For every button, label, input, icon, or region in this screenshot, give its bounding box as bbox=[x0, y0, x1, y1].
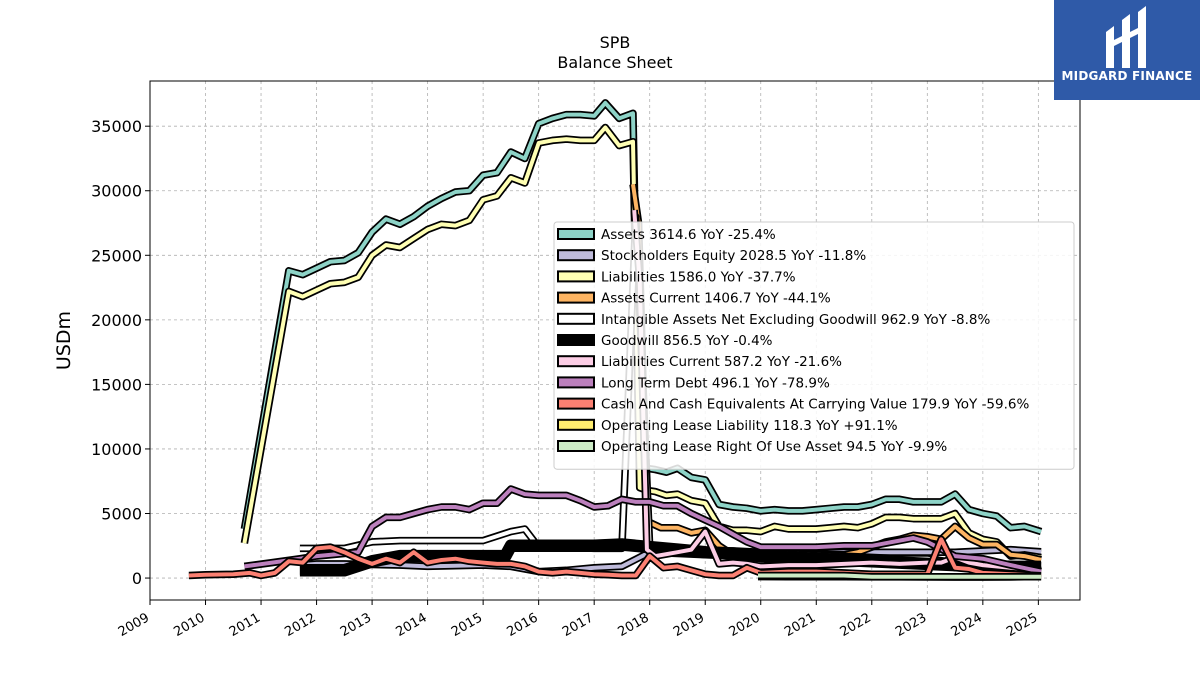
x-tick-label: 2019 bbox=[671, 610, 707, 640]
legend-swatch bbox=[557, 376, 595, 389]
y-tick-label: 30000 bbox=[91, 182, 142, 201]
y-tick-label: 25000 bbox=[91, 246, 142, 265]
y-tick-label: 20000 bbox=[91, 311, 142, 330]
x-tick-label: 2010 bbox=[171, 610, 207, 640]
x-tick-label: 2018 bbox=[616, 610, 652, 640]
legend-swatch bbox=[557, 355, 595, 368]
legend-label: Assets 3614.6 YoY -25.4% bbox=[601, 227, 776, 243]
y-tick-label: 10000 bbox=[91, 440, 142, 459]
x-tick-label: 2016 bbox=[504, 610, 540, 640]
x-tick-label: 2009 bbox=[116, 610, 152, 640]
legend-swatch bbox=[557, 440, 595, 452]
plot-frame bbox=[149, 80, 1081, 601]
x-tick-label: 2021 bbox=[782, 610, 818, 640]
chart-subtitle: Balance Sheet bbox=[557, 53, 672, 72]
y-tick-label: 0 bbox=[132, 569, 142, 588]
legend-box bbox=[553, 221, 1075, 470]
x-tick-label: 2015 bbox=[449, 610, 485, 640]
legend-swatch bbox=[557, 249, 595, 262]
legend-label: Intangible Assets Net Excluding Goodwill… bbox=[601, 312, 991, 328]
legend-label: Assets Current 1406.7 YoY -44.1% bbox=[601, 291, 831, 307]
x-tick-label: 2025 bbox=[1004, 610, 1040, 640]
x-tick-label: 2011 bbox=[227, 610, 263, 640]
x-tick-label: 2014 bbox=[393, 610, 429, 640]
legend-label: Operating Lease Right Of Use Asset 94.5 … bbox=[601, 439, 947, 455]
y-tick-label: 15000 bbox=[91, 375, 142, 394]
legend-label: Cash And Cash Equivalents At Carrying Va… bbox=[601, 397, 1029, 413]
chart-title: SPB bbox=[600, 33, 631, 52]
x-tick-label: 2012 bbox=[282, 610, 318, 640]
legend-label: Goodwill 856.5 YoY -0.4% bbox=[601, 333, 773, 349]
legend-swatch bbox=[557, 334, 595, 346]
x-tick-label: 2024 bbox=[949, 610, 985, 640]
y-axis-label: USDm bbox=[53, 311, 75, 370]
legend-label: Long Term Debt 496.1 YoY -78.9% bbox=[601, 375, 830, 391]
legend: Assets 3614.6 YoY -25.4% Stockholders Equ… bbox=[553, 221, 1075, 470]
x-tick-label: 2020 bbox=[727, 610, 763, 640]
legend-label: Liabilities 1586.0 YoY -37.7% bbox=[601, 269, 796, 285]
y-tick-label: 5000 bbox=[101, 505, 142, 524]
legend-swatch bbox=[557, 270, 595, 283]
series-line bbox=[244, 487, 1042, 574]
legend-label: Operating Lease Liability 118.3 YoY +91.… bbox=[601, 418, 898, 434]
series-line bbox=[242, 125, 1042, 560]
series-line bbox=[758, 573, 1042, 579]
midgard-finance-logo: MIDGARD FINANCE bbox=[1054, 0, 1200, 100]
logo-text: MIDGARD FINANCE bbox=[1061, 69, 1193, 83]
x-tick-label: 2023 bbox=[893, 610, 929, 640]
logo-icon bbox=[1106, 6, 1146, 68]
legend-label: Stockholders Equity 2028.5 YoY -11.8% bbox=[601, 248, 866, 264]
x-tick-label: 2013 bbox=[338, 610, 374, 640]
legend-swatch bbox=[557, 312, 595, 325]
legend-swatch bbox=[557, 418, 595, 431]
legend-swatch bbox=[557, 397, 595, 410]
y-tick-label: 35000 bbox=[91, 117, 142, 136]
legend-swatch bbox=[557, 291, 595, 304]
x-tick-label: 2017 bbox=[560, 610, 596, 640]
legend-swatch bbox=[557, 228, 595, 240]
legend-label: Liabilities Current 587.2 YoY -21.6% bbox=[601, 354, 842, 370]
x-tick-label: 2022 bbox=[838, 610, 874, 640]
